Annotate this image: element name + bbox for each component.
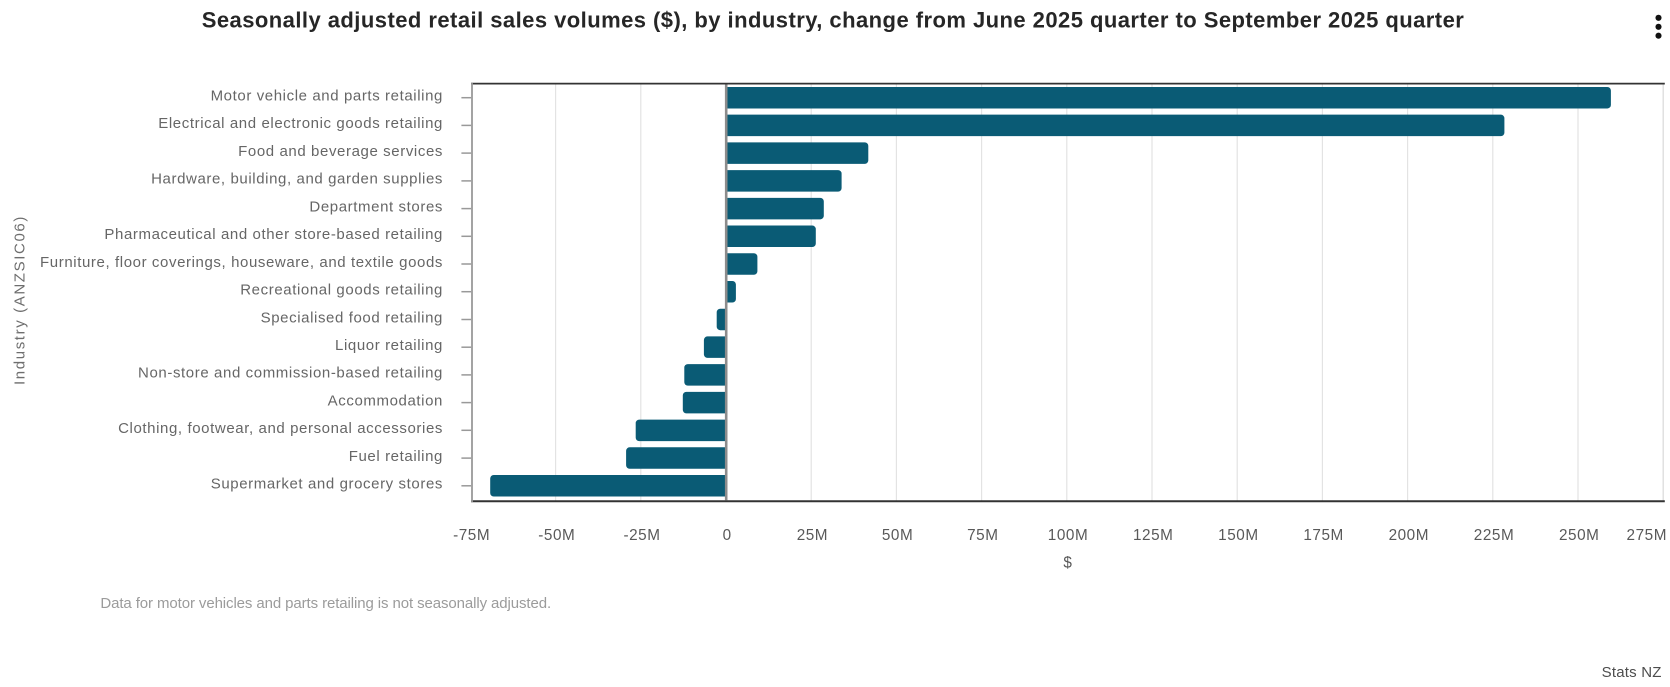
svg-text:150M: 150M xyxy=(1218,527,1258,544)
svg-text:50M: 50M xyxy=(882,527,913,544)
svg-text:100M: 100M xyxy=(1048,527,1088,544)
svg-text:Clothing, footwear, and person: Clothing, footwear, and personal accesso… xyxy=(118,420,443,437)
svg-text:25M: 25M xyxy=(797,527,828,544)
svg-text:275M: 275M xyxy=(1627,527,1667,544)
svg-text:Supermarket and grocery stores: Supermarket and grocery stores xyxy=(211,476,443,493)
svg-text:$: $ xyxy=(1063,554,1072,571)
svg-text:Food and beverage services: Food and beverage services xyxy=(238,143,443,160)
svg-text:Accommodation: Accommodation xyxy=(328,392,443,409)
svg-text:Recreational goods retailing: Recreational goods retailing xyxy=(240,282,443,299)
svg-text:-25M: -25M xyxy=(623,527,660,544)
svg-text:-75M: -75M xyxy=(453,527,490,544)
svg-text:125M: 125M xyxy=(1133,527,1173,544)
svg-text:250M: 250M xyxy=(1559,527,1599,544)
svg-text:Liquor retailing: Liquor retailing xyxy=(335,337,443,354)
svg-text:Motor vehicle and parts retail: Motor vehicle and parts retailing xyxy=(211,88,443,105)
svg-text:Pharmaceutical and other store: Pharmaceutical and other store-based ret… xyxy=(104,226,443,243)
svg-text:Stats NZ: Stats NZ xyxy=(1602,664,1662,681)
svg-text:Data for motor vehicles and pa: Data for motor vehicles and parts retail… xyxy=(100,595,551,612)
svg-text:75M: 75M xyxy=(967,527,998,544)
svg-text:225M: 225M xyxy=(1474,527,1514,544)
svg-text:Fuel retailing: Fuel retailing xyxy=(349,448,443,465)
svg-text:0: 0 xyxy=(723,527,732,544)
svg-text:Seasonally adjusted retail sal: Seasonally adjusted retail sales volumes… xyxy=(202,7,1465,32)
svg-text:175M: 175M xyxy=(1303,527,1343,544)
svg-text:Non-store and commission-based: Non-store and commission-based retailing xyxy=(138,365,443,382)
svg-text:Department stores: Department stores xyxy=(309,198,443,215)
svg-text:Furniture, floor coverings, ho: Furniture, floor coverings, houseware, a… xyxy=(40,254,443,271)
svg-text:Electrical and electronic good: Electrical and electronic goods retailin… xyxy=(158,115,443,132)
svg-text:Specialised food retailing: Specialised food retailing xyxy=(261,309,443,326)
svg-text:Industry (ANZSIC06): Industry (ANZSIC06) xyxy=(12,215,29,385)
svg-text:-50M: -50M xyxy=(538,527,575,544)
svg-text:Hardware, building, and garden: Hardware, building, and garden supplies xyxy=(151,171,443,188)
svg-text:200M: 200M xyxy=(1389,527,1429,544)
